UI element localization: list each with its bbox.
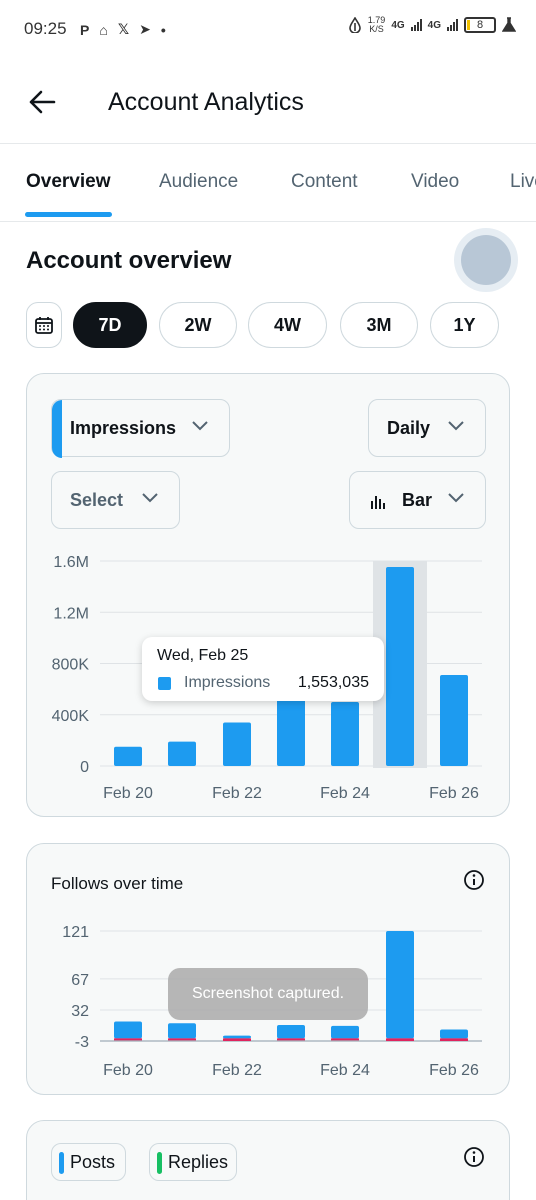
chart-type-dropdown[interactable]: Bar: [349, 471, 486, 529]
status-bar: 09:25 P ⌂ 𝕏 ➤ • 1.79 K/S 4G 4G 8: [0, 0, 536, 60]
section-title: Account overview: [26, 247, 232, 274]
tab-bar: Overview Audience Content Video Live: [0, 144, 536, 222]
posts-chip[interactable]: Posts: [51, 1143, 126, 1181]
metric-color-indicator: [52, 400, 62, 458]
metric-dropdown[interactable]: Impressions: [51, 399, 230, 458]
interval-dropdown[interactable]: Daily: [368, 399, 486, 457]
follows-title: Follows over time: [51, 874, 184, 893]
tab-overview[interactable]: Overview: [26, 171, 111, 192]
net-type-1: 4G: [391, 19, 405, 31]
status-right: 1.79 K/S 4G 4G 8: [348, 16, 516, 34]
tab-live[interactable]: Live: [510, 171, 536, 192]
calendar-icon: [35, 317, 53, 334]
metric-label: Impressions: [70, 417, 177, 438]
compare-dropdown[interactable]: Select: [51, 471, 180, 529]
chevron-down-icon: [192, 421, 208, 431]
avatar-image: [461, 235, 511, 285]
back-button[interactable]: [22, 82, 62, 122]
telegram-icon: ➤: [139, 21, 151, 37]
avatar[interactable]: [454, 228, 518, 292]
chevron-down-icon: [142, 493, 158, 503]
chevron-down-icon: [448, 421, 464, 431]
range-7d-button[interactable]: 7D: [73, 302, 147, 348]
tooltip-date: Wed, Feb 25: [157, 647, 249, 664]
range-4w-button[interactable]: 4W: [248, 302, 327, 348]
chart-type-label: Bar: [402, 489, 433, 510]
active-tab-indicator: [25, 212, 112, 217]
tooltip-swatch: [158, 677, 171, 690]
impressions-card: Impressions Daily Select Bar: [26, 373, 510, 817]
posts-chip-label: Posts: [70, 1151, 116, 1172]
tab-audience[interactable]: Audience: [159, 171, 239, 192]
range-1y-button[interactable]: 1Y: [430, 302, 499, 348]
data-saver-icon: [348, 17, 361, 33]
app-header: Account Analytics: [0, 60, 536, 144]
posts-color-indicator: [59, 1152, 64, 1174]
tab-video[interactable]: Video: [411, 171, 460, 192]
x-app-icon: 𝕏: [117, 21, 130, 37]
info-icon[interactable]: [463, 1146, 485, 1168]
net-type-2: 4G: [427, 19, 441, 31]
status-time: 09:25: [24, 19, 67, 38]
range-2w-button[interactable]: 2W: [159, 302, 237, 348]
signal-icon-2: [447, 19, 458, 31]
flask-icon: [502, 17, 516, 32]
page-title: Account Analytics: [108, 88, 304, 116]
speed-value: 1.79: [367, 15, 386, 25]
battery-level: 8: [476, 19, 484, 31]
signal-icon: [410, 19, 422, 31]
p-app-icon: P: [80, 21, 90, 38]
tab-content[interactable]: Content: [291, 171, 358, 192]
range-3m-button[interactable]: 3M: [340, 302, 418, 348]
bar-chart-icon: [371, 496, 385, 509]
interval-label: Daily: [387, 417, 431, 438]
compare-label: Select: [70, 489, 124, 510]
calendar-button[interactable]: [26, 302, 62, 348]
replies-chip[interactable]: Replies: [149, 1143, 237, 1181]
notification-icons: P ⌂ 𝕏 ➤ •: [80, 21, 166, 38]
replies-chip-label: Replies: [168, 1151, 229, 1172]
tooltip-value: 1,553,035: [297, 674, 369, 691]
gamepad-icon: ⌂: [99, 21, 108, 38]
back-arrow-icon: [29, 90, 56, 114]
screenshot-toast: Screenshot captured.: [168, 968, 368, 1020]
chevron-down-icon: [448, 493, 464, 503]
speed-unit: K/S: [369, 24, 384, 34]
replies-color-indicator: [157, 1152, 162, 1174]
tooltip-label: Impressions: [184, 674, 271, 691]
chart-tooltip: Wed, Feb 25 Impressions 1,553,035: [142, 637, 384, 701]
content-card: Posts Replies: [26, 1120, 510, 1200]
info-icon[interactable]: [463, 869, 485, 891]
more-dot-icon: •: [160, 21, 166, 38]
battery-icon: 8: [464, 17, 496, 33]
network-speed: 1.79 K/S: [368, 16, 386, 34]
